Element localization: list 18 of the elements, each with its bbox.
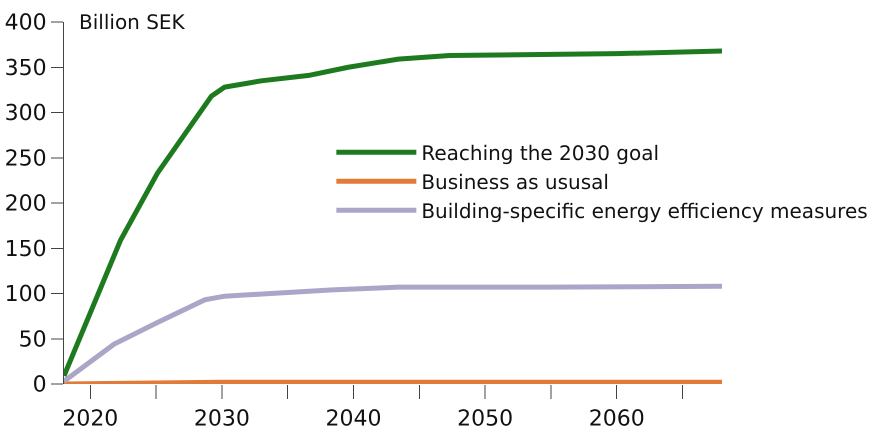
y-tick-label: 300 bbox=[4, 101, 47, 126]
y-axis-title: Billion SEK bbox=[79, 10, 186, 34]
y-tick-label: 400 bbox=[4, 10, 47, 36]
x-tick-label: 2030 bbox=[194, 406, 250, 432]
y-tick-label: 200 bbox=[4, 192, 47, 217]
x-tick-label: 2050 bbox=[457, 406, 514, 432]
y-tick-label: 100 bbox=[4, 282, 47, 308]
x-tick-label: 2060 bbox=[588, 406, 645, 432]
y-tick-label: 350 bbox=[4, 56, 47, 81]
y-tick-label: 0 bbox=[32, 372, 47, 398]
y-tick-label: 50 bbox=[18, 327, 47, 352]
legend-label: Business as ususal bbox=[421, 170, 609, 194]
y-tick-label: 150 bbox=[4, 236, 47, 262]
y-tick-label: 250 bbox=[4, 146, 47, 172]
legend-label: Building-specific energy efficiency measures bbox=[421, 199, 868, 224]
x-tick-label: 2040 bbox=[326, 406, 382, 432]
legend-label: Reaching the 2030 goal bbox=[421, 141, 660, 166]
x-tick-label: 2020 bbox=[62, 406, 118, 432]
